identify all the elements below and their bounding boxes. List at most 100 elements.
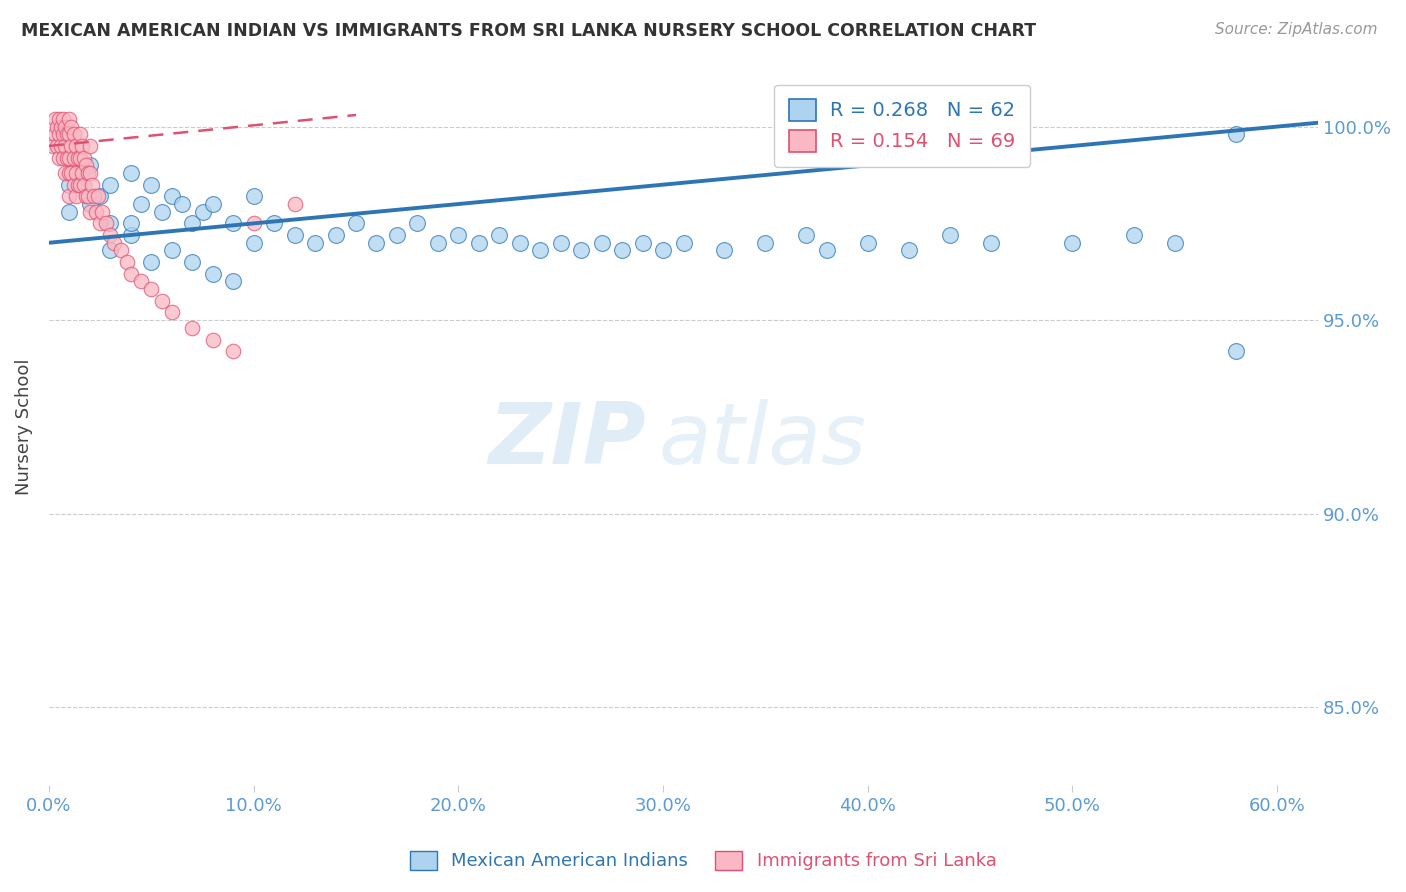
Point <box>65 166 87 180</box>
Point <box>150 293 173 308</box>
Point <box>672 235 695 250</box>
Point <box>69 166 91 180</box>
Point <box>509 235 531 250</box>
Point <box>62 151 84 165</box>
Point <box>48 112 70 126</box>
Point <box>60 120 83 134</box>
Point <box>856 235 879 250</box>
Text: atlas: atlas <box>658 400 866 483</box>
Point <box>62 128 84 142</box>
Point <box>58 151 80 165</box>
Point <box>529 244 551 258</box>
Point <box>181 255 204 269</box>
Point <box>79 197 101 211</box>
Point <box>56 151 79 165</box>
Point <box>79 204 101 219</box>
Point <box>201 333 224 347</box>
Point <box>447 227 470 242</box>
Point <box>141 255 163 269</box>
Point <box>170 197 193 211</box>
Point <box>79 158 101 172</box>
Point <box>60 166 83 180</box>
Point <box>58 128 80 142</box>
Point <box>610 244 633 258</box>
Point <box>79 139 101 153</box>
Point <box>980 235 1002 250</box>
Point <box>75 189 97 203</box>
Point <box>70 166 93 180</box>
Point <box>70 139 93 153</box>
Text: Source: ZipAtlas.com: Source: ZipAtlas.com <box>1215 22 1378 37</box>
Point <box>56 128 79 142</box>
Point <box>284 227 307 242</box>
Point <box>160 189 183 203</box>
Point <box>1122 227 1144 242</box>
Point <box>242 235 264 250</box>
Point <box>52 112 75 126</box>
Point <box>222 344 245 359</box>
Point <box>100 216 122 230</box>
Point <box>65 139 87 153</box>
Point <box>80 178 103 192</box>
Point <box>44 112 66 126</box>
Point <box>46 139 69 153</box>
Point <box>1225 128 1247 142</box>
Point <box>344 216 367 230</box>
Point <box>69 178 91 192</box>
Point <box>69 128 91 142</box>
Point <box>796 227 818 242</box>
Point <box>201 267 224 281</box>
Point <box>222 275 245 289</box>
Point <box>242 216 264 230</box>
Point <box>652 244 675 258</box>
Point <box>129 197 152 211</box>
Point <box>366 235 388 250</box>
Point <box>120 166 142 180</box>
Point <box>488 227 510 242</box>
Point <box>406 216 429 230</box>
Legend: R = 0.268   N = 62, R = 0.154   N = 69: R = 0.268 N = 62, R = 0.154 N = 69 <box>775 85 1029 167</box>
Point <box>141 178 163 192</box>
Point <box>100 227 122 242</box>
Point <box>120 267 142 281</box>
Point <box>191 204 214 219</box>
Point <box>120 216 142 230</box>
Point <box>73 178 96 192</box>
Point <box>468 235 491 250</box>
Point <box>91 204 114 219</box>
Point <box>52 151 75 165</box>
Point <box>62 178 84 192</box>
Point <box>48 128 70 142</box>
Point <box>100 244 122 258</box>
Point <box>87 189 110 203</box>
Y-axis label: Nursery School: Nursery School <box>15 359 32 495</box>
Point <box>48 151 70 165</box>
Point <box>46 120 69 134</box>
Point <box>160 244 183 258</box>
Point <box>304 235 326 250</box>
Point <box>53 120 76 134</box>
Point <box>426 235 449 250</box>
Point <box>713 244 735 258</box>
Point <box>242 189 264 203</box>
Point <box>815 244 838 258</box>
Point <box>76 166 98 180</box>
Point <box>150 204 173 219</box>
Point <box>58 178 80 192</box>
Point <box>201 197 224 211</box>
Point <box>222 216 245 230</box>
Point <box>100 178 122 192</box>
Point <box>73 151 96 165</box>
Point <box>89 189 111 203</box>
Point <box>385 227 408 242</box>
Point <box>69 151 91 165</box>
Point <box>60 139 83 153</box>
Point <box>1225 344 1247 359</box>
Point <box>66 151 89 165</box>
Point <box>42 139 65 153</box>
Point <box>75 158 97 172</box>
Point <box>58 112 80 126</box>
Point <box>631 235 654 250</box>
Point <box>141 282 163 296</box>
Point <box>89 216 111 230</box>
